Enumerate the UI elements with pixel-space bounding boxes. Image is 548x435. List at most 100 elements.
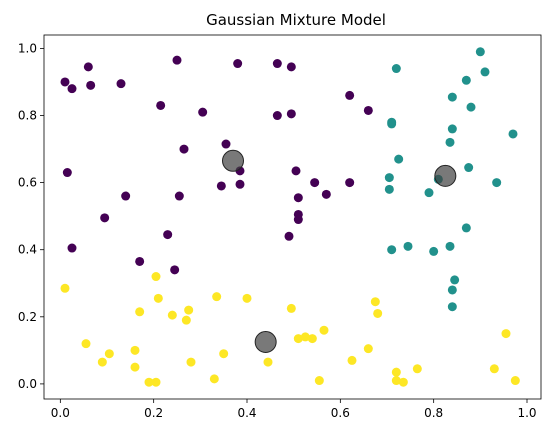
data-point-cluster-teal — [450, 275, 460, 285]
data-point-cluster-teal — [466, 102, 476, 112]
data-point-cluster-yellow — [151, 272, 161, 282]
cluster-center-point — [222, 149, 244, 172]
data-point-cluster-teal — [424, 188, 434, 198]
data-point-cluster-yellow — [286, 303, 296, 313]
data-points — [60, 47, 520, 387]
data-point-cluster-yellow — [130, 345, 140, 355]
x-tick-label: 0.0 — [51, 406, 70, 420]
data-point-cluster-yellow — [135, 307, 145, 317]
data-point-cluster-purple — [321, 189, 331, 199]
data-point-cluster-yellow — [263, 357, 273, 367]
cluster-center-point — [434, 164, 457, 187]
data-point-cluster-yellow — [181, 315, 191, 325]
data-point-cluster-purple — [286, 62, 296, 72]
data-point-cluster-yellow — [144, 377, 154, 387]
x-tick-label: 0.6 — [331, 406, 350, 420]
data-point-cluster-teal — [429, 246, 439, 256]
data-point-cluster-purple — [235, 179, 245, 189]
data-point-cluster-teal — [447, 92, 457, 102]
data-point-cluster-yellow — [373, 308, 383, 318]
data-point-cluster-purple — [86, 80, 96, 90]
data-point-cluster-purple — [172, 55, 182, 65]
data-point-cluster-yellow — [104, 349, 114, 359]
y-tick-label: 0.0 — [18, 377, 37, 391]
data-point-cluster-yellow — [130, 362, 140, 372]
y-tick-label: 1.0 — [18, 41, 37, 55]
data-point-cluster-purple — [116, 79, 126, 89]
data-point-cluster-teal — [384, 173, 394, 183]
data-point-cluster-teal — [461, 75, 471, 85]
data-point-cluster-purple — [293, 215, 303, 225]
data-point-cluster-teal — [508, 129, 518, 139]
data-point-cluster-teal — [394, 154, 404, 164]
data-point-cluster-purple — [221, 139, 231, 149]
data-point-cluster-purple — [272, 59, 282, 69]
data-point-cluster-teal — [447, 285, 457, 295]
data-point-cluster-teal — [447, 124, 457, 134]
data-point-cluster-yellow — [391, 376, 401, 386]
data-point-cluster-teal — [461, 223, 471, 233]
data-point-cluster-purple — [163, 230, 173, 240]
data-point-cluster-purple — [83, 62, 93, 72]
data-point-cluster-purple — [67, 84, 77, 94]
data-point-cluster-purple — [198, 107, 208, 117]
data-point-cluster-yellow — [186, 357, 196, 367]
y-tick-label: 0.4 — [18, 243, 37, 257]
data-point-cluster-yellow — [219, 349, 229, 359]
data-point-cluster-yellow — [209, 374, 219, 384]
data-point-cluster-teal — [403, 241, 413, 251]
data-point-cluster-purple — [310, 178, 320, 188]
data-point-cluster-purple — [174, 191, 184, 201]
data-point-cluster-teal — [480, 67, 490, 77]
data-point-cluster-yellow — [412, 364, 422, 374]
data-point-cluster-yellow — [60, 283, 70, 293]
x-axis: 0.0 0.2 0.4 0.6 0.8 1.0 — [51, 399, 537, 420]
data-point-cluster-purple — [67, 243, 77, 253]
data-point-cluster-purple — [216, 181, 226, 191]
data-point-cluster-yellow — [314, 376, 324, 386]
data-point-cluster-purple — [121, 191, 131, 201]
data-point-cluster-teal — [492, 178, 502, 188]
data-point-cluster-teal — [445, 241, 455, 251]
data-point-cluster-yellow — [501, 329, 511, 339]
data-point-cluster-yellow — [370, 297, 380, 307]
data-point-cluster-purple — [60, 77, 70, 87]
cluster-center-point — [254, 330, 277, 353]
data-point-cluster-teal — [447, 302, 457, 312]
x-tick-label: 0.2 — [144, 406, 163, 420]
data-point-cluster-purple — [62, 168, 72, 178]
y-tick-label: 0.2 — [18, 310, 37, 324]
plot-area-frame — [43, 34, 542, 400]
data-point-cluster-purple — [170, 265, 180, 275]
data-point-cluster-purple — [291, 166, 301, 176]
data-point-cluster-yellow — [307, 334, 317, 344]
data-point-cluster-purple — [233, 59, 243, 69]
data-point-cluster-teal — [391, 64, 401, 74]
data-point-cluster-yellow — [184, 305, 194, 315]
data-point-cluster-purple — [345, 90, 355, 100]
data-point-cluster-purple — [100, 213, 110, 223]
data-point-cluster-yellow — [167, 310, 177, 320]
data-point-cluster-purple — [272, 111, 282, 121]
data-point-cluster-yellow — [398, 377, 408, 387]
data-point-cluster-yellow — [300, 332, 310, 342]
data-point-cluster-purple — [345, 178, 355, 188]
data-point-cluster-yellow — [510, 376, 520, 386]
x-tick-label: 0.8 — [424, 406, 443, 420]
data-point-cluster-teal — [475, 47, 485, 57]
data-point-cluster-yellow — [489, 364, 499, 374]
data-point-cluster-purple — [286, 109, 296, 119]
data-point-cluster-yellow — [242, 293, 252, 303]
data-point-cluster-teal — [464, 163, 474, 173]
data-point-cluster-yellow — [347, 355, 357, 365]
data-point-cluster-purple — [363, 105, 373, 115]
data-point-cluster-teal — [387, 117, 397, 127]
chart-title: Gaussian Mixture Model — [206, 11, 386, 29]
data-point-cluster-yellow — [293, 334, 303, 344]
data-point-cluster-teal — [387, 245, 397, 255]
data-point-cluster-purple — [293, 193, 303, 203]
data-point-cluster-yellow — [151, 377, 161, 387]
data-point-cluster-purple — [156, 100, 166, 110]
data-point-cluster-yellow — [363, 344, 373, 354]
x-tick-label: 1.0 — [517, 406, 536, 420]
